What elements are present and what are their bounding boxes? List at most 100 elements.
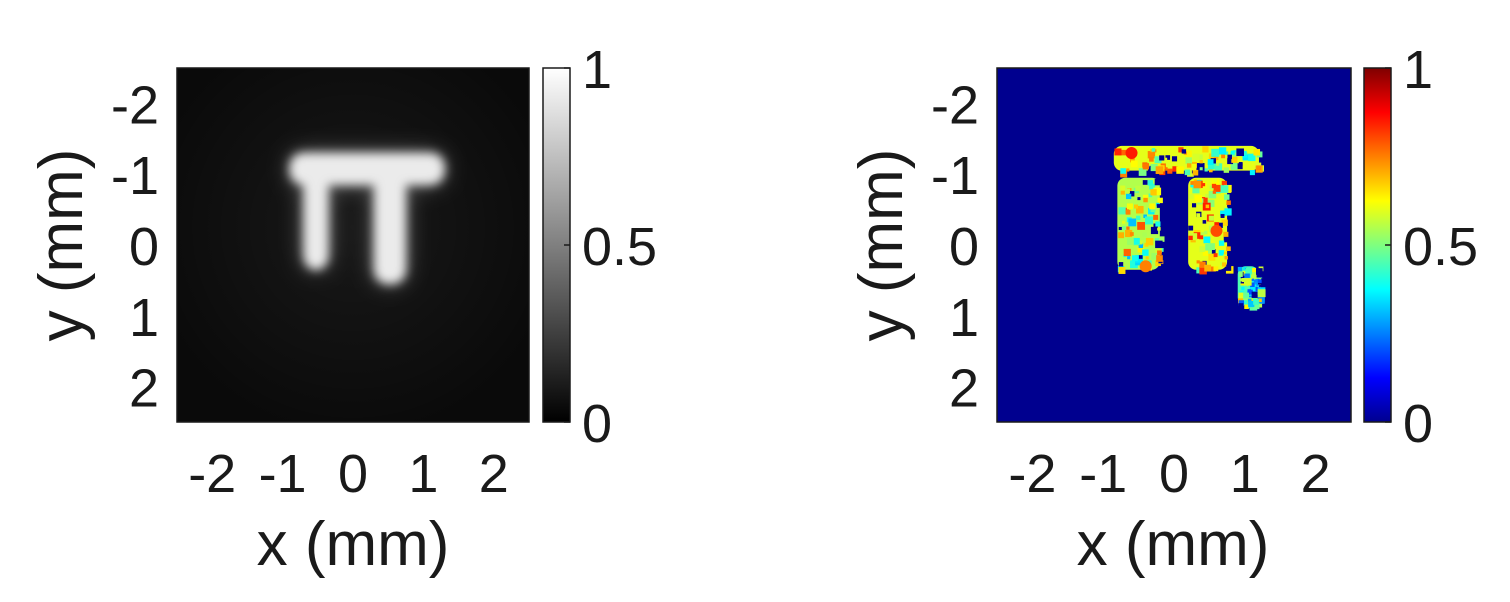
speckle-cell: [1213, 266, 1219, 272]
speckle-cell: [1172, 166, 1178, 172]
speckle-cell: [1133, 204, 1139, 209]
speckle-cell: [1207, 162, 1215, 170]
speckle-cell: [1126, 203, 1133, 210]
speckle-cell: [1137, 222, 1146, 230]
x-tick-label: 0: [338, 444, 368, 504]
speckle-cell: [1232, 150, 1238, 155]
speckle-cell: [1209, 185, 1214, 190]
speckle-cell: [1204, 264, 1212, 272]
speckle-cell: [1145, 256, 1149, 260]
speckle-cell: [1147, 180, 1154, 186]
speckle-cell: [1212, 178, 1217, 183]
y-axis-label: y (mm): [847, 149, 916, 342]
speckle-cell: [1142, 249, 1149, 256]
speckle-cell: [1126, 226, 1130, 230]
speckle-cell: [1239, 270, 1246, 278]
speckle-cell: [1205, 193, 1210, 198]
speckle-cell: [1257, 289, 1266, 298]
speckle-cell: [1203, 230, 1208, 235]
y-tick-label: -1: [931, 146, 979, 206]
speckle-cell: [1245, 269, 1249, 273]
speckle-cell: [1199, 235, 1204, 240]
y-tick-label: 1: [949, 288, 979, 348]
speckle-cell: [1171, 156, 1178, 162]
speckle-cell: [1150, 189, 1157, 196]
speckle-cell: [1149, 157, 1154, 162]
x-tick-labels: -2 -1 0 1 2: [188, 444, 509, 504]
speckle-cell: [1189, 163, 1197, 171]
speckle-cell: [1224, 151, 1229, 155]
speckle-cell: [1120, 149, 1127, 156]
plot-frame: [996, 67, 1352, 423]
speckle-cell: [1207, 159, 1214, 165]
x-tick-label: 1: [1230, 444, 1260, 504]
speckle-cell: [1218, 250, 1225, 256]
speckle-cell: [1157, 197, 1163, 204]
speckle-cell: [1223, 231, 1229, 237]
speckle-cell: [1208, 153, 1217, 162]
speckle-cell: [1191, 203, 1197, 208]
speckle-cell: [1118, 207, 1126, 215]
speckle-cell: [1149, 183, 1156, 190]
speckle-cell: [1123, 248, 1131, 257]
speckle-cell: [1122, 220, 1126, 224]
y-tick-labels: -2 -1 0 1 2: [111, 75, 159, 418]
speckle-cell: [1143, 214, 1147, 219]
speckle-cell: [1118, 262, 1124, 267]
speckle-cell: [1120, 170, 1128, 178]
speckle-cell: [1137, 245, 1145, 253]
speckle-cell: [1184, 169, 1191, 176]
speckle-cell: [1242, 152, 1248, 158]
speckle-cell: [1192, 169, 1199, 176]
speckle-cell: [1131, 255, 1138, 262]
pi-region-top-bar: [289, 152, 445, 185]
pi-shape: [289, 152, 445, 284]
speckle-cell: [1243, 292, 1249, 299]
speckle-cell: [1250, 272, 1258, 279]
speckle-cell: [1176, 166, 1184, 174]
speckle-cell: [1223, 235, 1231, 243]
speckle-cell: [1142, 163, 1149, 170]
pi-region-right-leg: [374, 174, 406, 284]
y-tick-label: -2: [111, 75, 159, 135]
speckle-cell: [1157, 227, 1161, 231]
speckle-cell: [1185, 150, 1192, 157]
speckle-cell: [1220, 185, 1229, 193]
speckle-cell: [1120, 190, 1126, 195]
speckle-cell: [1248, 153, 1256, 162]
speckle-cell: [1187, 169, 1194, 177]
speckle-cell: [1202, 250, 1209, 256]
speckle-cell: [1130, 260, 1138, 269]
speckle-cell: [1248, 300, 1255, 308]
speckle-cell: [1145, 237, 1154, 246]
speckle-cell: [1244, 273, 1250, 280]
speckle-cell: [1238, 300, 1245, 306]
speckle-cell: [1223, 167, 1230, 173]
speckle-cell: [1250, 282, 1255, 287]
speckle-cell: [1216, 162, 1220, 166]
speckle-cell: [1147, 151, 1156, 159]
speckle-cell: [1203, 236, 1211, 244]
speckle-cell: [1227, 158, 1234, 165]
speckle-cell: [1240, 278, 1244, 282]
pi-speckle-texture: [1114, 146, 1266, 311]
speckle-cell: [1241, 286, 1245, 291]
speckle-cell: [1142, 194, 1149, 201]
speckle-cell: [1249, 170, 1255, 176]
speckle-cell: [1194, 195, 1203, 203]
x-axis-label: x (mm): [257, 510, 450, 579]
speckle-cell: [1220, 214, 1225, 218]
hotspot: [1139, 260, 1152, 273]
y-tick-label: 1: [129, 288, 159, 348]
speckle-cell: [1223, 251, 1227, 255]
speckle-cell: [1243, 278, 1252, 286]
speckle-cell: [1214, 222, 1220, 227]
speckle-cell: [1221, 154, 1226, 159]
speckle-cell: [1155, 246, 1162, 253]
speckle-cell: [1224, 208, 1232, 216]
speckle-cell: [1197, 154, 1203, 160]
speckle-cell: [1257, 279, 1262, 283]
speckle-cell: [1237, 266, 1243, 272]
pi-hotspots: [1125, 146, 1223, 273]
